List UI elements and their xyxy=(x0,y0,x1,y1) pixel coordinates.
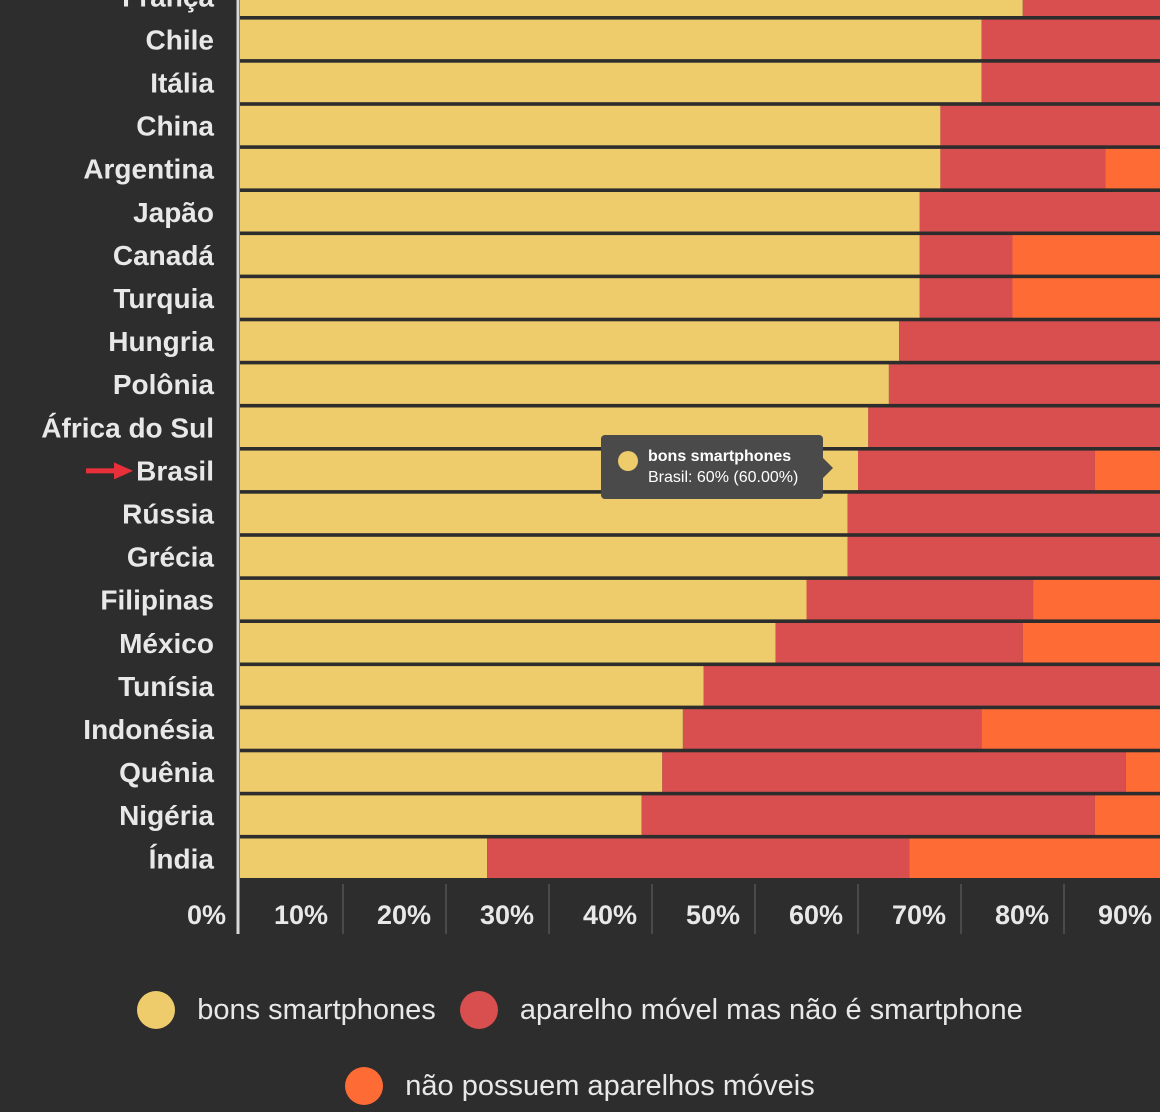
bar-polonia-series-2[interactable] xyxy=(888,364,1160,404)
x-tick-label-4: 40% xyxy=(583,900,637,930)
bar-russia-series-1[interactable] xyxy=(240,493,848,534)
legend-swatch-bons-smartphones xyxy=(137,991,176,1029)
bar-mexico-series-1[interactable] xyxy=(240,623,776,663)
legend-label-bons-smartphones: bons smartphones xyxy=(197,993,436,1026)
legend-swatch-aparelho-movel xyxy=(459,991,498,1029)
category-label-turquia: Turquia xyxy=(113,283,214,314)
legend-row-1: bons smartphones aparelho móvel mas não … xyxy=(0,988,1160,1032)
category-label-tunisia: Tunísia xyxy=(118,671,214,702)
legend-label-aparelho-movel: aparelho móvel mas não é smartphone xyxy=(519,993,1023,1026)
bar-argentina-series-1[interactable] xyxy=(240,148,941,189)
category-label-hungria: Hungria xyxy=(108,326,214,357)
bar-italia-series-1[interactable] xyxy=(240,62,982,103)
bar-grecia-series-2[interactable] xyxy=(847,536,1160,577)
category-label-franca: França xyxy=(122,0,214,12)
x-tick-label-5: 50% xyxy=(686,900,740,930)
bar-turquia-series-3[interactable] xyxy=(1012,278,1160,318)
x-tick-label-7: 70% xyxy=(892,900,946,930)
tooltip-title: bons smartphones xyxy=(648,448,792,465)
bar-polonia-series-1[interactable] xyxy=(240,364,889,404)
x-tick-label-3: 30% xyxy=(480,900,534,930)
legend-item-bons-smartphones[interactable]: bons smartphones xyxy=(137,991,436,1029)
bar-argentina-series-3[interactable] xyxy=(1105,148,1160,189)
highlight-arrow-shaft xyxy=(86,468,116,474)
bar-india-series-3[interactable] xyxy=(909,838,1160,879)
bar-africa-do-sul-series-2[interactable] xyxy=(868,407,1160,448)
bar-brasil-series-2[interactable] xyxy=(858,450,1095,491)
bar-indonesia-series-2[interactable] xyxy=(682,709,982,749)
legend-item-nao-possuem[interactable]: não possuem aparelhos móveis xyxy=(345,1067,815,1105)
tooltip-swatch xyxy=(618,451,638,471)
category-label-brasil: Brasil xyxy=(136,455,214,486)
category-label-africa-do-sul: África do Sul xyxy=(41,412,214,443)
bar-canada-series-3[interactable] xyxy=(1012,235,1160,275)
bar-filipinas-series-2[interactable] xyxy=(806,579,1034,620)
bar-mexico-series-2[interactable] xyxy=(775,623,1023,663)
bar-nigeria-series-2[interactable] xyxy=(641,795,1095,835)
bar-hungria-series-1[interactable] xyxy=(240,321,900,361)
category-label-nigeria: Nigéria xyxy=(119,800,214,831)
x-tick-label-2: 20% xyxy=(377,900,431,930)
category-label-polonia: Polônia xyxy=(113,369,215,400)
bar-nigeria-series-3[interactable] xyxy=(1094,795,1160,835)
bar-filipinas-series-1[interactable] xyxy=(240,579,807,620)
bar-grecia-series-1[interactable] xyxy=(240,536,848,577)
category-label-quenia: Quênia xyxy=(119,757,214,788)
legend-label-nao-possuem: não possuem aparelhos móveis xyxy=(405,1069,815,1102)
category-label-italia: Itália xyxy=(150,67,214,98)
bar-franca-series-1[interactable] xyxy=(240,0,1023,16)
category-label-japao: Japão xyxy=(133,197,214,228)
bar-indonesia-series-1[interactable] xyxy=(240,709,683,749)
bar-hungria-series-2[interactable] xyxy=(899,321,1160,361)
bar-quenia-series-1[interactable] xyxy=(240,752,663,792)
bar-canada-series-2[interactable] xyxy=(919,235,1013,275)
bar-nigeria-series-1[interactable] xyxy=(240,795,642,835)
bar-indonesia-series-3[interactable] xyxy=(981,709,1160,749)
bar-quenia-series-3[interactable] xyxy=(1125,752,1160,792)
bar-japao-series-1[interactable] xyxy=(240,192,920,232)
bar-japao-series-2[interactable] xyxy=(919,192,1160,232)
bar-canada-series-1[interactable] xyxy=(240,235,920,275)
legend-swatch-nao-possuem xyxy=(345,1067,384,1105)
bar-italia-series-2[interactable] xyxy=(981,62,1160,103)
category-label-russia: Rússia xyxy=(122,498,214,529)
bar-turquia-series-2[interactable] xyxy=(919,278,1013,318)
category-label-grecia: Grécia xyxy=(127,542,215,573)
bar-brasil-series-3[interactable] xyxy=(1094,450,1160,491)
bar-quenia-series-2[interactable] xyxy=(662,752,1126,792)
bar-tunisia-series-2[interactable] xyxy=(703,666,1160,706)
category-label-argentina: Argentina xyxy=(83,154,214,185)
category-label-mexico: México xyxy=(119,628,214,659)
legend-row-2: não possuem aparelhos móveis xyxy=(0,1064,1160,1108)
bar-china-series-1[interactable] xyxy=(240,105,941,146)
bar-tunisia-series-1[interactable] xyxy=(240,666,704,706)
bar-china-series-2[interactable] xyxy=(940,105,1160,146)
category-label-filipinas: Filipinas xyxy=(100,585,214,616)
category-label-indonesia: Indonésia xyxy=(83,714,214,745)
category-label-chile: Chile xyxy=(146,24,214,55)
highlight-arrow-icon xyxy=(114,462,133,480)
bar-turquia-series-1[interactable] xyxy=(240,278,920,318)
bar-chile-series-1[interactable] xyxy=(240,19,982,60)
x-tick-label-8: 80% xyxy=(995,900,1049,930)
x-tick-label-9: 90% xyxy=(1098,900,1152,930)
x-tick-label-6: 60% xyxy=(789,900,843,930)
bar-franca-series-2[interactable] xyxy=(1022,0,1160,16)
tooltip-value: Brasil: 60% (60.00%) xyxy=(648,469,799,486)
bar-mexico-series-3[interactable] xyxy=(1022,623,1160,663)
x-tick-label-1: 10% xyxy=(274,900,328,930)
x-tick-label-0: 0% xyxy=(187,900,226,930)
legend-item-aparelho-movel[interactable]: aparelho móvel mas não é smartphone xyxy=(459,991,1023,1029)
bar-russia-series-2[interactable] xyxy=(847,493,1160,534)
tooltip: bons smartphones Brasil: 60% (60.00%) xyxy=(601,435,833,499)
bar-india-series-2[interactable] xyxy=(487,838,910,879)
bar-argentina-series-2[interactable] xyxy=(940,148,1106,189)
category-label-china: China xyxy=(136,111,214,142)
bar-india-series-1[interactable] xyxy=(240,838,488,879)
bar-chile-series-2[interactable] xyxy=(981,19,1160,60)
bar-filipinas-series-3[interactable] xyxy=(1033,579,1160,620)
category-label-canada: Canadá xyxy=(113,240,215,271)
category-label-india: Índia xyxy=(149,843,215,874)
